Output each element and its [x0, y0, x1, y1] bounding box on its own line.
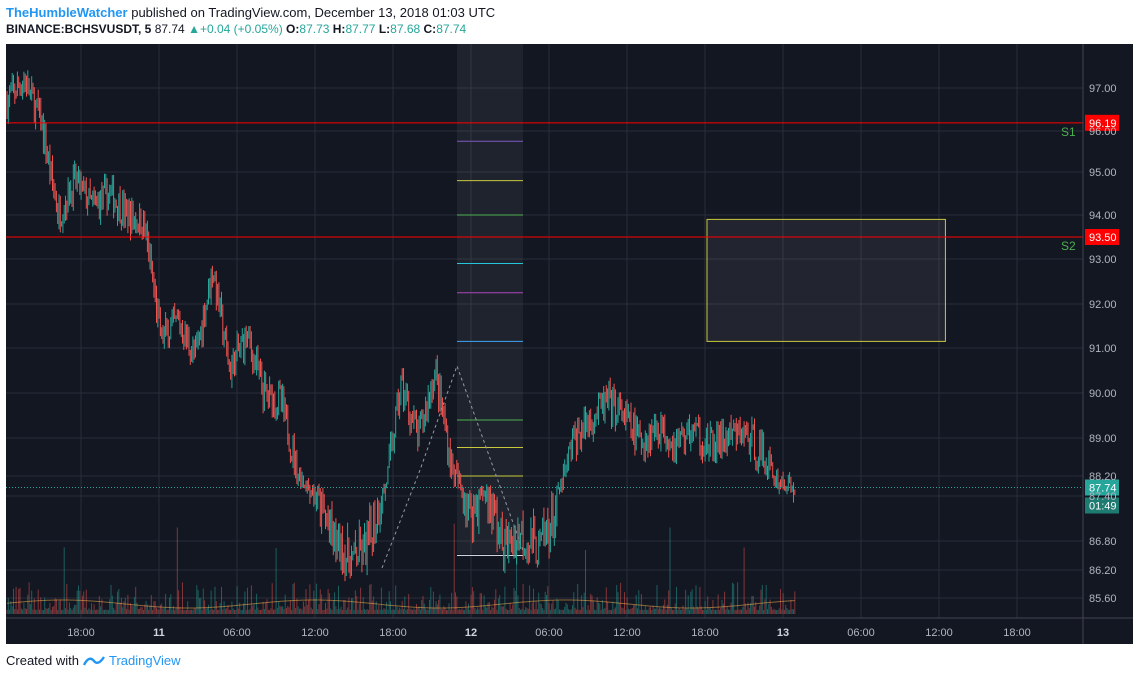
ohlc-line: BINANCE:BCHSVUSDT, 5 87.74 ▲+0.04 (+0.05…	[6, 22, 466, 36]
time-tick-label: 12:00	[301, 627, 329, 639]
time-tick-label: 13	[777, 627, 789, 639]
footer: Created with TradingView	[6, 653, 181, 668]
volume-bars	[6, 523, 796, 614]
time-tick-label: 18:00	[379, 627, 407, 639]
level-price-text: 93.50	[1089, 232, 1117, 244]
open-label: O:	[286, 22, 300, 36]
change-value: +0.04 (+0.05%)	[199, 22, 283, 36]
level-price-badge	[1085, 229, 1119, 245]
price-tick-label: 91.00	[1089, 343, 1117, 355]
high-label: H:	[332, 22, 346, 36]
time-tick-label: 06:00	[535, 627, 563, 639]
publish-line: TheHumbleWatcher published on TradingVie…	[6, 5, 495, 20]
volume-ma-line	[6, 599, 795, 609]
time-tick-label: 12:00	[613, 627, 641, 639]
price-tick-label: 92.00	[1089, 299, 1117, 311]
time-tick-label: 06:00	[223, 627, 251, 639]
time-tick-label: 18:00	[1003, 627, 1031, 639]
countdown-text: 01:49	[1089, 501, 1117, 513]
price-tick-label: 96.00	[1089, 126, 1117, 138]
level-price-badge	[1085, 114, 1119, 131]
zone-rectangle	[706, 218, 946, 342]
created-with-text: Created with	[6, 653, 79, 668]
time-axis[interactable]: 18:00 11 06:00 12:00 18:00 12 06:00 12:00 18:00 1…	[6, 617, 1133, 639]
last-price: 87.74	[154, 22, 185, 36]
time-tick-label: 11	[153, 627, 165, 639]
fib-levels[interactable]	[381, 44, 524, 569]
chart-background	[6, 44, 1133, 644]
time-tick-label: 12:00	[925, 627, 953, 639]
fib-trend-line	[381, 364, 524, 569]
resistance-levels[interactable]: S1 96.19 S2 93.50 87.74 01:49	[6, 114, 1119, 514]
time-tick-label: 12	[465, 627, 477, 639]
tradingview-logo-icon	[82, 655, 105, 666]
high-value: 87.77	[345, 22, 376, 36]
candles	[6, 70, 796, 582]
price-tick-label: 97.00	[1089, 83, 1117, 95]
up-arrow-icon: ▲	[188, 22, 200, 36]
symbol-label: BINANCE:BCHSVUSDT, 5	[6, 22, 152, 36]
time-tick-label: 18:00	[67, 627, 95, 639]
close-value: 87.74	[436, 22, 467, 36]
level-name: S1	[1061, 125, 1076, 139]
price-tick-label: 93.00	[1089, 254, 1117, 266]
price-tick-label: 85.60	[1089, 593, 1117, 605]
open-value: 87.73	[299, 22, 330, 36]
price-tick-label: 95.00	[1089, 167, 1117, 179]
low-value: 87.68	[390, 22, 421, 36]
price-tick-label: 88.20	[1089, 471, 1117, 483]
price-tick-label: 86.80	[1089, 536, 1117, 548]
time-tick-label: 06:00	[847, 627, 875, 639]
level-price-text: 96.19	[1089, 118, 1117, 130]
low-label: L:	[378, 22, 391, 36]
zone-box[interactable]	[706, 218, 946, 342]
close-label: C:	[423, 22, 437, 36]
price-tick-label: 87.40	[1089, 491, 1117, 503]
price-tick-label: 94.00	[1089, 210, 1117, 222]
price-tick-label: 90.00	[1089, 388, 1117, 400]
published-text: published on TradingView.com, December 1…	[131, 5, 496, 20]
countdown-badge	[1085, 497, 1119, 514]
last-price-text: 87.74	[1089, 483, 1117, 495]
last-price-badge	[1085, 479, 1119, 496]
time-tick-label: 18:00	[691, 627, 719, 639]
grid	[6, 44, 1083, 618]
fib-shade	[457, 44, 523, 554]
price-tick-label: 89.00	[1089, 433, 1117, 445]
price-tick-label: 86.20	[1089, 565, 1117, 577]
author-link[interactable]: TheHumbleWatcher	[6, 5, 128, 20]
level-name: S2	[1061, 239, 1076, 253]
price-axis[interactable]: 97.00 96.00 95.00 94.00 93.00 92.00 91.00 90.00…	[1082, 44, 1117, 644]
tradingview-brand[interactable]: TradingView	[108, 653, 181, 668]
